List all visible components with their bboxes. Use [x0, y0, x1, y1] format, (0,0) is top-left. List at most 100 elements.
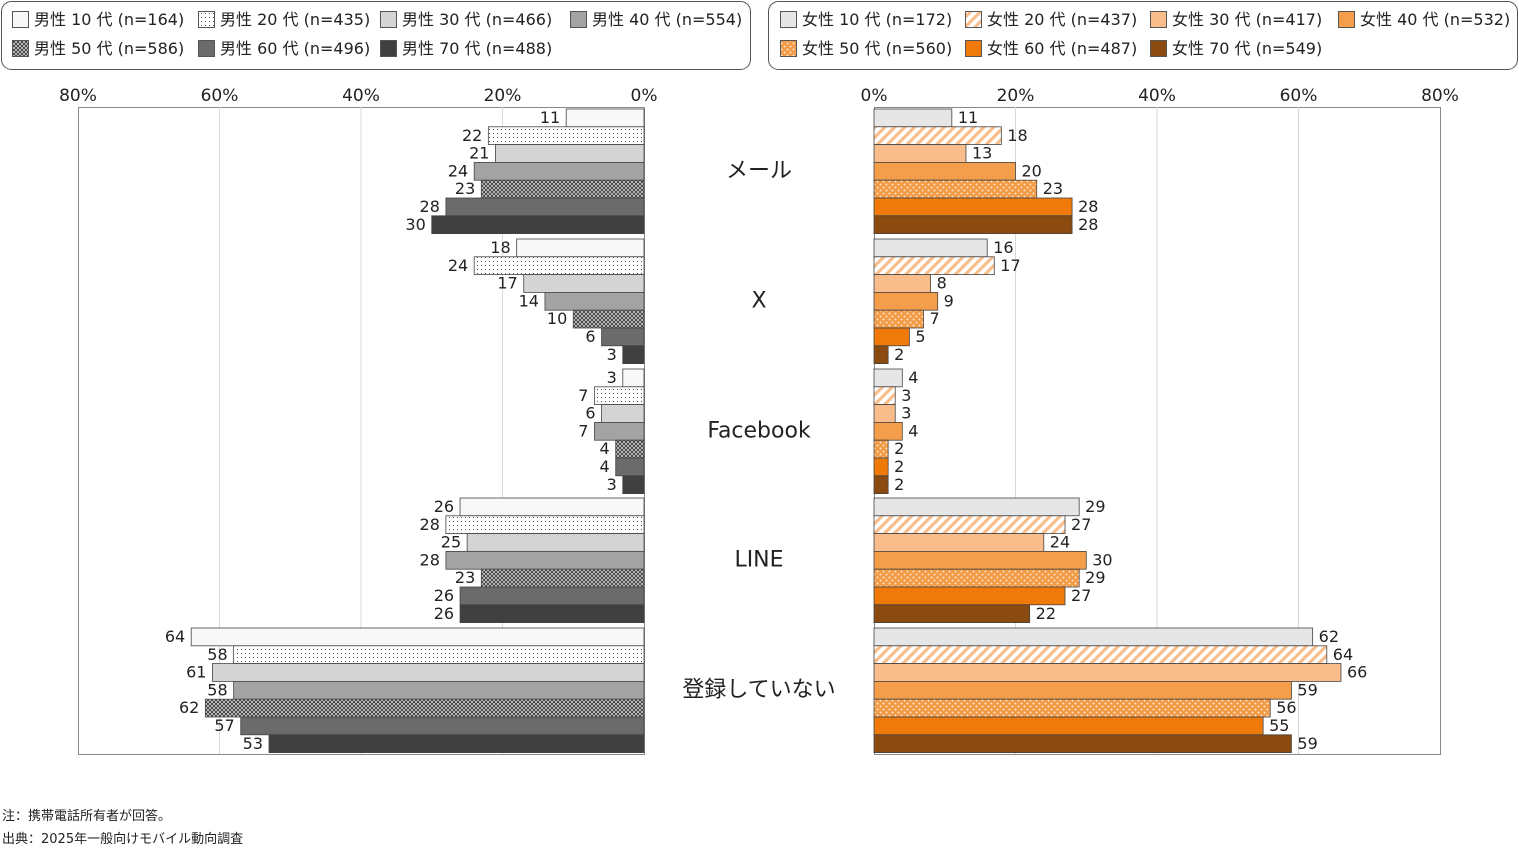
data-label-right-series-7-cat-4: 22	[1036, 604, 1056, 623]
tick-label-left-0: 80%	[59, 86, 97, 106]
data-label-left-series-2-cat-2: 24	[448, 256, 468, 275]
bar-left-series-5-cat-3	[615, 439, 645, 459]
legend-label-left-series-6: 男性 60 代 (n=496)	[220, 39, 370, 58]
panel-left: 80% 60% 40% 20% 0%11183266422247285821176256…	[59, 86, 657, 755]
data-label-left-series-2-cat-4: 28	[420, 515, 440, 534]
bar-left-series-7-cat-4	[459, 604, 645, 623]
bar-right-series-2-cat-3	[873, 386, 896, 405]
legend-label-left-series-7: 男性 70 代 (n=488)	[402, 39, 552, 58]
data-label-right-series-5-cat-3: 2	[894, 439, 904, 458]
data-label-right-series-3-cat-2: 8	[937, 274, 947, 293]
bar-right-series-7-cat-4	[873, 604, 1031, 623]
data-label-right-series-3-cat-1: 13	[972, 144, 992, 163]
bar-right-series-7-cat-1	[873, 215, 1073, 235]
legend-label-right-series-2: 女性 20 代 (n=437)	[987, 10, 1137, 29]
legend-label-left-series-4: 男性 40 代 (n=554)	[592, 10, 742, 29]
data-label-right-series-5-cat-4: 29	[1085, 568, 1105, 587]
data-label-left-series-2-cat-3: 7	[578, 386, 588, 405]
data-label-right-series-4-cat-4: 30	[1092, 550, 1112, 569]
data-label-left-series-1-cat-1: 11	[540, 108, 560, 127]
bar-right-series-2-cat-2	[873, 256, 995, 275]
legend-label-left-series-1: 男性 10 代 (n=164)	[34, 10, 184, 29]
data-label-left-series-7-cat-4: 26	[434, 604, 454, 623]
bar-right-series-6-cat-2	[873, 327, 910, 347]
bar-left-series-6-cat-4	[459, 586, 645, 606]
bar-right-series-7-cat-2	[873, 345, 889, 364]
bar-right-series-4-cat-5	[873, 681, 1292, 700]
data-label-right-series-6-cat-5: 55	[1269, 716, 1289, 735]
data-label-left-series-7-cat-1: 30	[405, 215, 425, 234]
data-label-right-series-2-cat-2: 17	[1000, 256, 1020, 275]
tick-label-left-3: 20%	[484, 86, 522, 106]
data-label-right-series-5-cat-1: 23	[1043, 179, 1063, 198]
legend-swatch-left-series-2	[198, 11, 215, 28]
data-label-right-series-2-cat-3: 3	[901, 386, 911, 405]
legend-label-right-series-7: 女性 70 代 (n=549)	[1172, 39, 1322, 58]
footnote-source: 出典：2025年一般向けモバイル動向調査	[2, 832, 244, 847]
legend-label-left-series-3: 男性 30 代 (n=466)	[402, 10, 552, 29]
bar-left-series-2-cat-4	[445, 515, 645, 534]
data-label-right-series-7-cat-1: 28	[1078, 215, 1098, 234]
data-label-right-series-4-cat-2: 9	[944, 291, 954, 310]
data-label-right-series-6-cat-2: 5	[915, 327, 925, 346]
bar-left-series-5-cat-5	[204, 698, 645, 718]
data-label-right-series-2-cat-4: 27	[1071, 515, 1091, 534]
data-label-left-series-3-cat-4: 25	[441, 533, 461, 552]
bar-right-series-1-cat-3	[873, 368, 903, 388]
footnote-note: 注：携帯電話所有者が回答。	[2, 809, 172, 824]
category-label-5: 登録していない	[682, 677, 835, 702]
data-label-right-series-6-cat-3: 2	[894, 457, 904, 476]
tick-label-left-2: 40%	[342, 86, 380, 106]
data-label-left-series-3-cat-5: 61	[186, 663, 206, 682]
bar-left-series-3-cat-5	[212, 663, 645, 682]
data-label-left-series-5-cat-1: 23	[455, 179, 475, 198]
bar-right-series-3-cat-5	[873, 663, 1342, 682]
bar-left-series-4-cat-3	[594, 421, 645, 441]
data-label-left-series-6-cat-3: 4	[600, 457, 610, 476]
bar-left-series-3-cat-2	[523, 274, 645, 293]
bar-right-series-5-cat-3	[873, 439, 889, 459]
data-label-left-series-2-cat-1: 22	[462, 126, 482, 145]
data-label-left-series-1-cat-4: 26	[434, 497, 454, 516]
data-label-left-series-4-cat-3: 7	[578, 421, 588, 440]
bar-right-series-4-cat-1	[873, 161, 1016, 181]
bar-left-series-3-cat-3	[601, 404, 645, 423]
bar-left-series-2-cat-2	[473, 256, 645, 275]
bar-left-series-2-cat-5	[233, 645, 645, 664]
legend-label-left-series-5: 男性 50 代 (n=586)	[34, 39, 184, 58]
data-label-left-series-1-cat-3: 3	[607, 368, 617, 387]
tick-label-right-1: 20%	[997, 86, 1035, 106]
bar-right-series-6-cat-1	[873, 197, 1073, 217]
legend-swatch-right-series-5	[780, 40, 797, 57]
bar-right-series-5-cat-4	[873, 568, 1080, 588]
legend-box-right	[768, 1, 1518, 70]
data-label-left-series-6-cat-1: 28	[420, 197, 440, 216]
data-label-left-series-7-cat-5: 53	[243, 734, 263, 753]
data-label-left-series-5-cat-2: 10	[547, 309, 567, 328]
data-label-left-series-3-cat-3: 6	[585, 404, 595, 423]
data-label-left-series-3-cat-1: 21	[469, 144, 489, 163]
bar-right-series-2-cat-5	[873, 645, 1328, 664]
bar-right-series-1-cat-5	[873, 627, 1314, 647]
legend-swatch-left-series-1	[12, 11, 29, 28]
data-label-right-series-4-cat-1: 20	[1022, 161, 1042, 180]
bar-right-series-3-cat-2	[873, 274, 931, 293]
data-label-right-series-2-cat-5: 64	[1333, 645, 1353, 664]
bar-right-series-1-cat-1	[873, 108, 953, 128]
data-label-right-series-4-cat-3: 4	[908, 421, 918, 440]
tick-label-left-1: 60%	[201, 86, 239, 106]
tick-label-right-3: 60%	[1280, 86, 1318, 106]
data-label-left-series-7-cat-3: 3	[607, 475, 617, 494]
data-label-right-series-7-cat-5: 59	[1297, 734, 1317, 753]
data-label-right-series-6-cat-1: 28	[1078, 197, 1098, 216]
data-label-left-series-3-cat-2: 17	[497, 274, 517, 293]
data-label-right-series-7-cat-3: 2	[894, 475, 904, 494]
bar-right-series-6-cat-4	[873, 586, 1066, 606]
category-label-2: X	[751, 288, 766, 313]
bar-left-series-1-cat-5	[190, 627, 645, 647]
bar-left-series-1-cat-3	[622, 368, 645, 388]
bar-left-series-5-cat-4	[480, 568, 645, 588]
data-label-right-series-3-cat-4: 24	[1050, 533, 1070, 552]
category-label-1: メール	[726, 158, 792, 183]
legend-swatch-right-series-3	[1150, 11, 1167, 28]
